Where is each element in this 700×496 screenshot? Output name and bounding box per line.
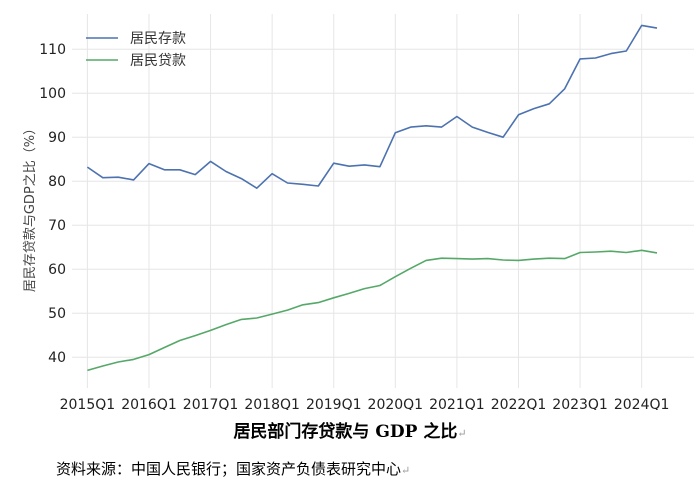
- source-note: 资料来源：中国人民银行；国家资产负债表研究中心↵: [56, 460, 411, 478]
- y-tick-label: 50: [48, 306, 66, 322]
- figure-caption: 居民部门存贷款与 GDP 之比↵: [233, 422, 467, 442]
- plot-area: [72, 14, 694, 388]
- series-line-2: [87, 249, 658, 372]
- series-lines: [86, 24, 658, 372]
- x-tick-label: 2020Q1: [368, 397, 424, 410]
- x-tick-label: 2021Q1: [429, 397, 485, 410]
- x-tick-label: 2017Q1: [183, 397, 239, 410]
- y-tick-label: 60: [48, 262, 66, 278]
- y-axis-ticks: 40 50 60 70 80 90 100 110: [39, 42, 66, 366]
- y-tick-label: 90: [48, 130, 66, 146]
- x-tick-label: 2015Q1: [60, 397, 116, 410]
- x-axis-ticks: 2015Q1 2016Q1 2017Q1 2018Q1 2019Q1 2020Q1 2021…: [60, 397, 670, 410]
- y-tick-label: 70: [48, 218, 66, 234]
- legend-label: 居民存款: [130, 31, 186, 47]
- x-tick-label: 2023Q1: [552, 397, 608, 410]
- x-tick-label: 2024Q1: [614, 397, 670, 410]
- y-tick-label: 80: [48, 174, 66, 190]
- series-line-1: [86, 24, 658, 189]
- y-tick-label: 40: [48, 350, 66, 366]
- y-tick-label: 100: [39, 86, 66, 102]
- x-tick-label: 2022Q1: [491, 397, 547, 410]
- x-tick-label: 2018Q1: [244, 397, 300, 410]
- y-tick-label: 110: [39, 42, 66, 58]
- legend-label: 居民贷款: [130, 53, 186, 69]
- gridlines: [72, 14, 694, 388]
- y-axis-label: 居民存贷款与GDP之比（%）: [23, 122, 38, 292]
- x-tick-label: 2019Q1: [306, 397, 362, 410]
- x-tick-label: 2016Q1: [121, 397, 177, 410]
